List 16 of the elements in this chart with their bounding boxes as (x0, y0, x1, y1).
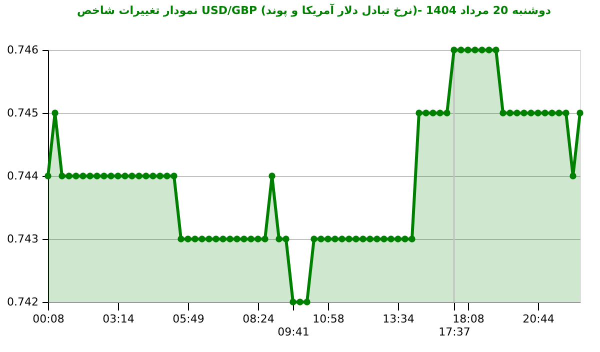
y-tick-label: 0.745 (7, 106, 38, 120)
y-tick-label: 0.746 (7, 44, 38, 56)
y-tick-label: 0.743 (7, 232, 38, 246)
chart-title: نمودار تغییرات شاخص USD/GBP (نرخ تبادل دلار آمریکا و پوند)- دوشنبه 20 مرداد 1404 (77, 3, 552, 17)
y-tick-label: 0.744 (7, 170, 38, 182)
x-tick-label: 18:08 (452, 312, 484, 326)
x-tick-label: 08:24 (242, 312, 274, 326)
x-tick-label: 17:37 (438, 326, 470, 338)
y-tick-label: 0.742 (7, 296, 38, 308)
x-tick-label: 03:14 (102, 312, 134, 326)
x-tick-label: 13:34 (382, 312, 414, 326)
x-tick-label: 09:41 (278, 326, 310, 338)
x-tick-label: 05:49 (172, 312, 204, 326)
x-tick-label: 10:58 (312, 312, 344, 326)
x-tick-label: 20:44 (522, 312, 554, 326)
x-tick-label: 00:08 (32, 312, 64, 326)
